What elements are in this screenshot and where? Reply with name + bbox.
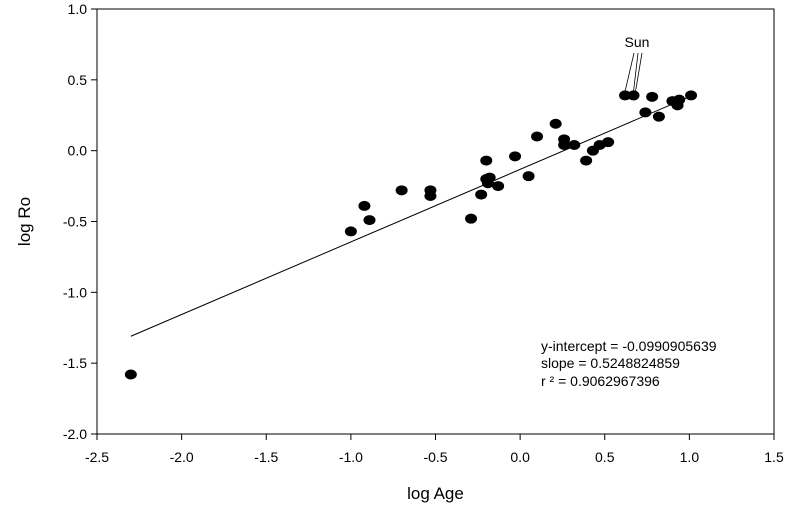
data-point	[509, 151, 522, 162]
x-tick-label: -0.5	[423, 449, 447, 465]
sun-pointer	[635, 52, 643, 92]
data-point	[558, 140, 571, 150]
fit-line	[130, 96, 690, 337]
data-point	[344, 226, 357, 237]
y-tick-label: 0.5	[68, 72, 88, 88]
data-point	[652, 111, 665, 122]
data-point	[480, 155, 493, 166]
y-tick-label: -1.0	[63, 284, 87, 300]
y-axis-title: log Ro	[15, 197, 34, 246]
y-tick-label: -2.0	[63, 426, 87, 442]
data-point	[646, 91, 659, 102]
x-tick-label: 1.0	[680, 449, 700, 465]
x-axis-ticks: -2.5 -2.0 -1.5 -1.0 -0.5 0.0 0.5 1.0 1.5	[85, 434, 784, 465]
sun-label: Sun	[625, 34, 650, 50]
data-point	[522, 171, 535, 182]
data-point	[475, 189, 488, 200]
data-point	[492, 181, 505, 192]
stat-intercept: y-intercept = -0.0990905639	[541, 338, 717, 354]
data-point	[124, 369, 137, 380]
regression-stats: y-intercept = -0.0990905639 slope = 0.52…	[541, 338, 717, 389]
data-point	[424, 191, 437, 201]
x-tick-label: 1.5	[764, 449, 784, 465]
data-point	[465, 213, 478, 224]
y-axis-ticks: -2.0 -1.5 -1.0 -0.5 0.0 0.5 1.0	[63, 1, 97, 442]
data-point	[580, 155, 593, 166]
data-points	[124, 90, 698, 380]
data-point	[619, 90, 632, 101]
data-point	[363, 215, 376, 226]
stat-slope: slope = 0.5248824859	[541, 355, 680, 371]
data-point	[549, 118, 562, 129]
stat-r-squared: r ² = 0.9062967396	[541, 373, 660, 389]
sun-pointer	[633, 52, 639, 92]
x-axis-title: log Age	[407, 484, 464, 503]
x-tick-label: -1.5	[254, 449, 278, 465]
data-point	[531, 131, 544, 142]
y-tick-label: -1.5	[63, 355, 87, 371]
sun-pointer	[624, 52, 635, 92]
x-tick-label: -2.5	[85, 449, 109, 465]
x-tick-label: 0.5	[595, 449, 615, 465]
data-point	[395, 185, 408, 196]
data-point	[358, 200, 371, 211]
x-tick-label: -2.0	[170, 449, 194, 465]
x-tick-label: -1.0	[339, 449, 363, 465]
y-tick-label: -0.5	[63, 214, 87, 230]
y-tick-label: 0.0	[68, 143, 88, 159]
sun-annotation: Sun	[624, 34, 650, 92]
data-point	[602, 137, 615, 148]
x-tick-label: 0.0	[510, 449, 530, 465]
data-point	[627, 90, 640, 101]
data-point	[685, 90, 698, 101]
data-point	[483, 172, 496, 183]
y-tick-label: 1.0	[68, 1, 88, 17]
